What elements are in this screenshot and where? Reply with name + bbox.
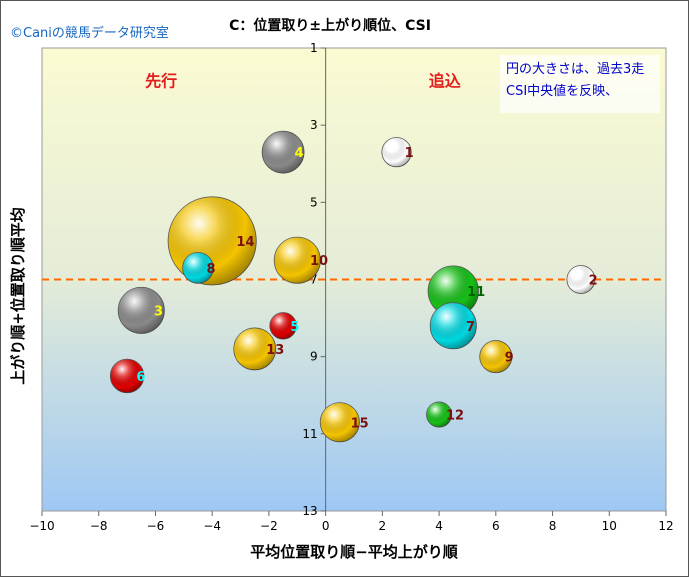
bubble-shine-5	[269, 312, 297, 340]
bubble-shine-1	[381, 137, 412, 167]
note-line-2: CSI中央値を反映、	[506, 83, 618, 99]
x-tick-label: 12	[658, 519, 673, 533]
note-box	[500, 55, 660, 113]
y-tick-label: 13	[302, 504, 317, 518]
bubble-label-6: 6	[136, 370, 145, 385]
bubble-shine-10	[274, 237, 321, 284]
y-tick-label: 5	[310, 195, 318, 209]
y-tick-label: 9	[310, 350, 318, 364]
watermark: ©Caniの競馬データ研究室	[10, 25, 169, 41]
bubble-label-8: 8	[206, 262, 215, 277]
bubble-shine-11	[428, 265, 479, 317]
bubble-shine-7	[430, 302, 477, 349]
bubble-shine-2	[566, 265, 595, 294]
bubble-label-13: 13	[266, 343, 284, 358]
note-line-1: 円の大きさは、過去3走	[506, 62, 644, 77]
quadrant-label-left: 先行	[145, 72, 177, 91]
chart-title: C：位置取り±上がり順位、CSI	[229, 17, 431, 34]
x-tick-label: −6	[147, 519, 165, 533]
x-tick-label: 2	[379, 519, 387, 533]
x-tick-label: −4	[203, 519, 221, 533]
x-tick-label: 4	[435, 519, 443, 533]
x-tick-label: 8	[549, 519, 557, 533]
bubble-shine-9	[479, 340, 512, 373]
bubble-label-2: 2	[589, 274, 598, 289]
y-tick-label: 1	[310, 41, 318, 55]
x-tick-label: −8	[90, 519, 108, 533]
x-tick-label: −2	[260, 519, 278, 533]
bubble-label-12: 12	[446, 409, 464, 424]
bubble-label-4: 4	[295, 146, 304, 161]
bubble-label-15: 15	[351, 416, 369, 431]
y-tick-label: 11	[302, 427, 317, 441]
bubble-shine-3	[118, 287, 165, 334]
y-tick-label: 3	[310, 118, 318, 132]
y-axis-label: 上がり順+位置取り順平均	[9, 207, 27, 385]
x-tick-label: 6	[492, 519, 500, 533]
bubble-shine-13	[233, 327, 276, 370]
bubble-label-3: 3	[154, 304, 163, 319]
bubble-label-10: 10	[310, 254, 328, 269]
bubble-shine-6	[110, 359, 144, 393]
bubble-label-9: 9	[505, 351, 514, 366]
bubble-shine-8	[182, 252, 214, 284]
bubble-label-14: 14	[236, 235, 254, 250]
x-tick-label: 0	[322, 519, 330, 533]
y-tick-label: 7	[310, 273, 318, 287]
bubble-shine-12	[426, 401, 452, 428]
x-axis-label: 平均位置取り順−平均上がり順	[250, 543, 459, 561]
x-tick-label: 10	[602, 519, 617, 533]
bubble-shine-4	[262, 131, 305, 174]
bubble-label-7: 7	[466, 320, 475, 335]
bubble-label-5: 5	[290, 320, 299, 335]
quadrant-label-right: 追込	[429, 72, 461, 91]
x-tick-label: −10	[29, 519, 54, 533]
bubble-shine-15	[320, 402, 360, 442]
bubble-label-11: 11	[467, 285, 485, 300]
bubble-label-1: 1	[405, 146, 414, 161]
